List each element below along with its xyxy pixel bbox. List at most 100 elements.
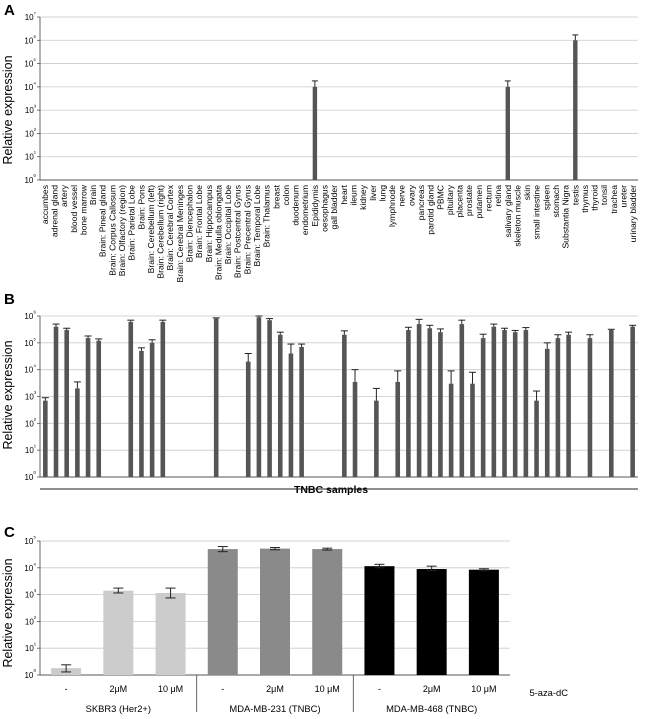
treatment-label: 5-aza-dC [529,687,568,698]
panel-b-bar [245,361,251,477]
panel-a-category-label: rectum [484,185,494,211]
panel-c-bar [468,569,499,675]
panel-a-category-label: spleen [541,185,551,211]
panel-b-tick-label: 10⁰ [24,470,36,482]
panel-a-category-label: Brain: Corpus Callosum [107,185,117,276]
panel-a-category-label: breast [271,184,281,208]
panel-a-category-label: skin [522,185,532,201]
panel-a-category-label: ureter [619,185,629,208]
panel-a-category-label: Brain: Postcentral Gyrus [233,185,243,278]
panel-a: A Relative expression 10⁰ 10¹ 10² 10³ 10⁴ 10⁵… [1,2,638,282]
panel-c-category-label: - [221,684,224,694]
panel-a-category-label: Brain: Cerebral Meninges [175,185,185,282]
panel-b-bar [438,332,443,477]
panel-a-tick-label: 10³ [25,104,37,115]
panel-c-category-label: 2μM [109,684,127,694]
panel-b-bar [64,330,69,477]
panel-b-bar [139,350,144,477]
panel-a-category-label: Brain: Cerebellum (left) [146,185,156,273]
panel-a-tick-label: 10⁷ [25,11,37,22]
panel-a-category-label: skeleton muscle [512,185,522,247]
panel-c-category-label: 10 μM [471,684,496,694]
panel-b-bar [85,338,91,477]
panel-b-bar [459,324,465,477]
panel-a-category-label: stomach [551,185,561,218]
panel-a-category-label: Brain: Hippocampus [204,185,214,262]
panel-c-category-label: - [65,684,68,694]
panel-a-category-label: adrenal gland [49,185,59,237]
panel-b-bar [534,400,539,477]
panel-a-category-label: liver [368,185,378,201]
panel-c-category-label: 10 μM [158,684,183,694]
panel-b-bar [160,321,166,477]
panel-a-category-label: Brain: Occipital Lobe [223,185,233,265]
panel-c-tick-label: 10³ [25,589,37,600]
panel-a-tick-label: 10⁵ [24,58,36,69]
panel-b-tick-label: 10⁶ [24,310,36,321]
panel-a-category-label: pituitary [445,184,455,215]
panel-b-bar [352,381,358,477]
panel-a-tick-label: 10² [25,127,37,138]
panel-c-group-label: MDA-MB-231 (TNBC) [229,703,320,714]
panel-c-tick-label: 10⁴ [24,562,36,573]
panel-a-tick-label: 10⁴ [24,81,36,92]
panel-b-xlabel: TNBC samples [294,484,368,496]
panel-a-bar [312,86,318,180]
panel-b-bar [75,388,80,477]
panel-a-ylabel: Relative expression [1,55,15,164]
panel-a-category-label: parotid gland [426,185,436,235]
panel-b-bar [53,326,59,477]
panel-a-category-label: placenta [455,185,465,218]
panel-a-category-label: Brain: Medulla oblongata [213,185,223,280]
panel-a-category-label: tonsil [599,185,609,205]
panel-b-bar [427,328,433,477]
panel-a-category-label: Brain: Olfactory (region) [117,185,127,276]
panel-a-category-label: Brain: Precentral Gyrus [242,185,252,274]
panel-c-bar [416,569,447,675]
panel-b-bar [566,334,571,477]
panel-b-bar [149,342,155,477]
panel-b-bar [416,324,422,477]
panel-c-category-label: 10 μM [315,684,340,694]
panel-a-category-label: nerve [397,185,407,207]
panel-b-tick-label: 10¹ [25,444,37,455]
panel-c-tick-label: 10⁵ [24,535,36,546]
panel-c: C Relative expression 5-aza-dC 10⁰ 10¹ 10²… [1,524,568,714]
panel-a-bar [505,86,510,180]
panel-a-category-label: Brain: Diencephalon [185,185,195,263]
panel-c-bar [260,548,290,675]
panel-a-category-label: endometrium [300,185,310,235]
panel-a-category-label: heart [339,184,349,204]
panel-b-bar [523,330,529,477]
panel-c-category-label: 2μM [266,684,284,694]
panel-a-category-label: lung [377,185,387,201]
panel-c-group-label: SKBR3 (Her2+) [86,703,151,714]
panel-a-category-label: small intestine [532,185,542,240]
panel-b-bar [480,338,486,477]
panel-c-bar [155,592,186,675]
panel-a-category-label: thyroid [590,185,600,211]
panel-a-category-label: artery [59,184,69,207]
panel-b-bar [267,320,272,477]
panel-a-category-label: testis [570,185,580,205]
panel-b-bar [406,330,411,477]
panel-a-category-label: lymphnode [387,185,397,227]
panel-c-group-label: MDA-MB-468 (TNBC) [386,703,477,714]
panel-a-category-label: salivary gland [503,185,513,238]
panel-b-bar [448,383,454,477]
panel-c-tick-label: 10¹ [25,642,37,653]
panel-b-bar [299,346,304,477]
panel-b-bar [395,381,401,477]
panel-a-category-label: Brain: Pineal gland [98,185,108,257]
panel-a-category-label: oesophagus [320,185,330,232]
panel-c-tick-label: 10⁰ [24,668,36,680]
panel-b-bar [587,338,593,477]
panel-b-bar [502,330,507,477]
panel-b-label: B [4,291,15,308]
panel-b-bar [342,334,347,477]
panel-a-category-label: duodenum [291,185,301,226]
panel-a-category-label: trachea [609,185,619,214]
panel-a-tick-label: 10¹ [25,151,37,162]
panel-a-category-label: accumbes [40,185,50,224]
panel-b: B Relative expression TNBC samples 10⁰ 10… [1,291,638,496]
